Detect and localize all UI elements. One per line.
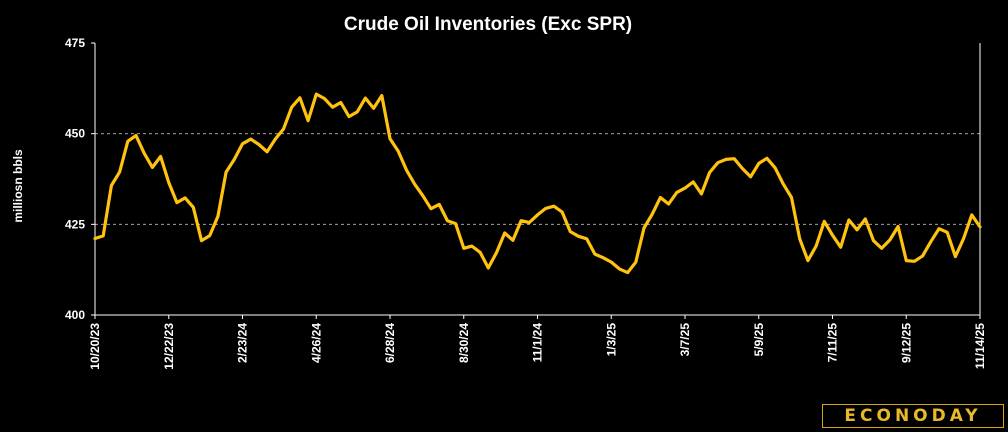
x-tick-label: 8/30/24 xyxy=(457,323,471,363)
series-layer xyxy=(93,92,982,275)
x-tick-label: 11/14/25 xyxy=(973,323,987,369)
x-tick-label: 1/3/25 xyxy=(604,323,618,357)
y-axis-label: milliosn bbls xyxy=(11,149,25,223)
x-tick-label: 10/20/23 xyxy=(88,323,102,370)
x-tick-label: 7/11/25 xyxy=(826,323,840,363)
x-tick-label: 6/28/24 xyxy=(383,323,397,363)
y-tick-label: 475 xyxy=(65,36,85,50)
x-tick-label: 9/12/25 xyxy=(899,323,913,363)
brand-name: ECONODAY xyxy=(844,406,982,426)
econoday-logo: ECONODAY xyxy=(822,404,1004,428)
gridlines xyxy=(95,133,980,225)
y-tick-label: 425 xyxy=(65,217,85,231)
y-tick-labels: 400 425 450 475 xyxy=(65,36,85,322)
x-tick-label: 2/23/24 xyxy=(236,323,250,363)
y-tick-label: 450 xyxy=(65,127,85,141)
y-tick-label: 400 xyxy=(65,308,85,322)
x-tick-labels: 10/20/23 12/22/23 2/23/24 4/26/24 6/28/24 8/3… xyxy=(88,323,987,370)
series-line xyxy=(93,92,982,275)
chart-title: Crude Oil Inventories (Exc SPR) xyxy=(344,14,632,35)
x-tick-label: 3/7/25 xyxy=(678,323,692,357)
x-tick-label: 4/26/24 xyxy=(309,323,323,363)
x-tick-label: 5/9/25 xyxy=(752,323,766,357)
x-tick-label: 11/1/24 xyxy=(531,323,545,363)
axes xyxy=(91,42,981,319)
x-tick-label: 12/22/23 xyxy=(162,323,176,370)
